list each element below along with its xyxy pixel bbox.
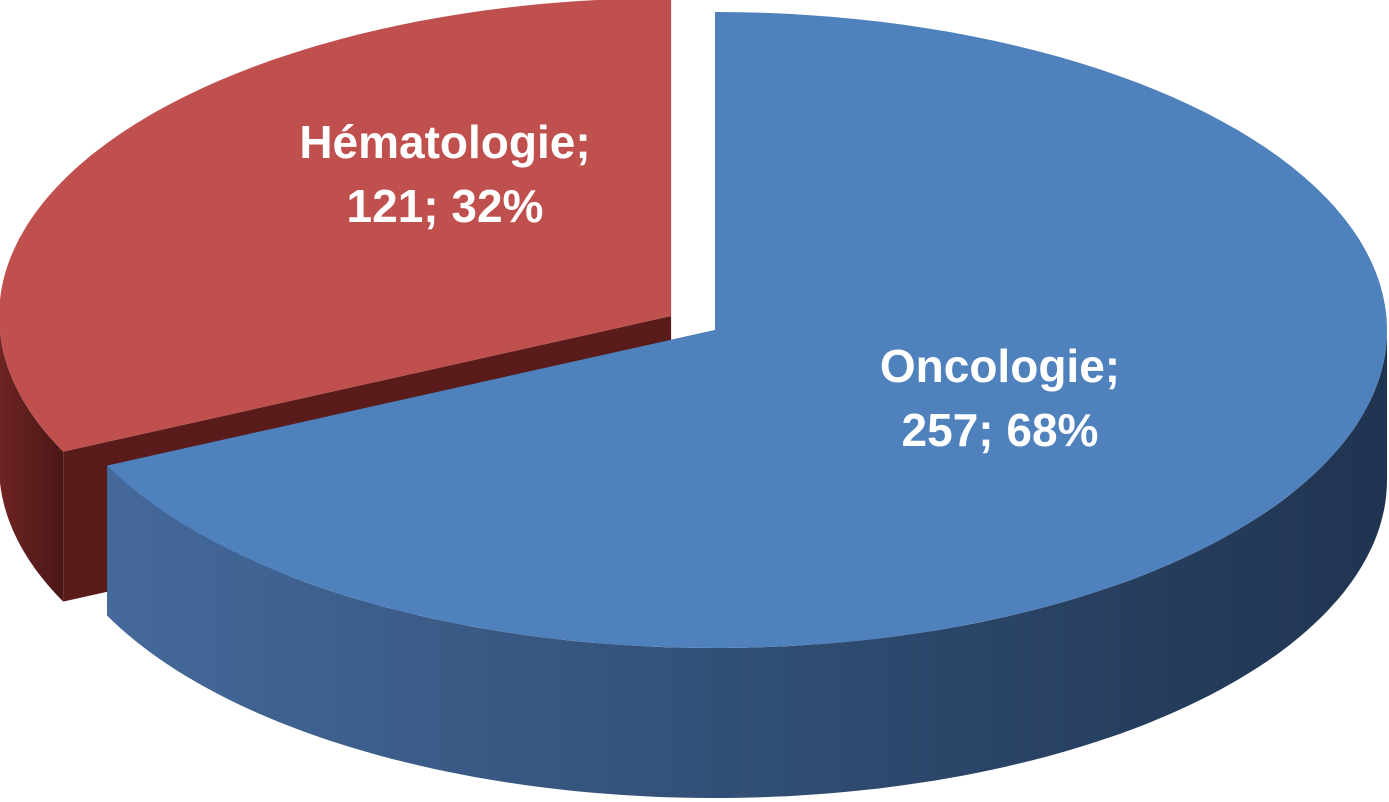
slice bbox=[0, 0, 672, 452]
slice-label-value: 257; 68% bbox=[902, 404, 1099, 456]
slice-label-category: Oncologie; bbox=[880, 340, 1120, 392]
slice-label-value: 121; 32% bbox=[347, 180, 544, 232]
slice-side bbox=[0, 332, 64, 602]
slice bbox=[107, 12, 1388, 648]
slice-side bbox=[107, 330, 1388, 798]
slice-label-category: Hématologie; bbox=[299, 116, 590, 168]
